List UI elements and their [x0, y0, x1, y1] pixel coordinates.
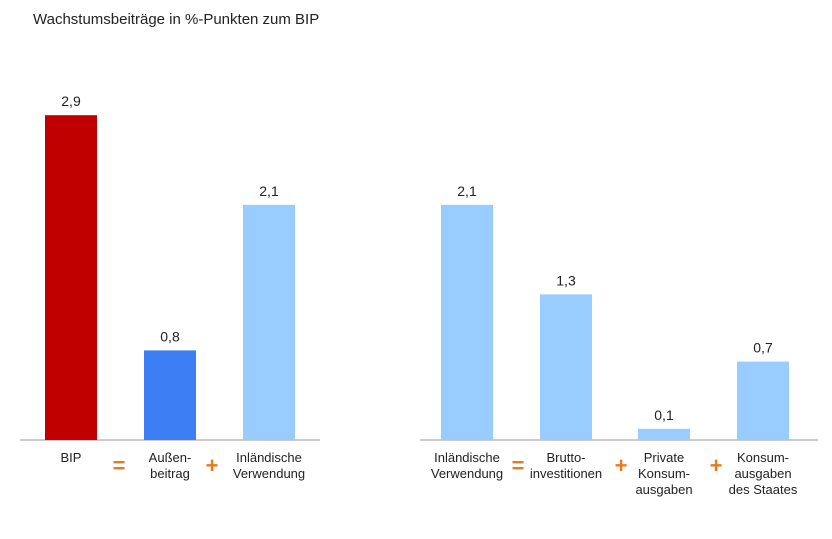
category-label-0-2: Inländische Verwendung	[233, 450, 305, 481]
chart-title: Wachstumsbeiträge in %-Punkten zum BIP	[33, 11, 320, 28]
bar-0-2	[243, 204, 295, 440]
chart-right-panel: 2,1 Inländische Verwendung 1,3 Brutto-invest…	[420, 183, 818, 497]
value-label-0-2: 2,1	[259, 183, 279, 199]
value-label-1-3: 0,7	[753, 340, 773, 356]
chart-left-panel: 2,9 BIP 0,8 Außen-beitrag 2,1 Inländische Verw…	[20, 93, 320, 481]
operator-1-2: +	[710, 453, 723, 478]
category-label-1-2: Private Konsum-ausgaben	[635, 450, 692, 497]
category-label-1-1: Brutto-investitionen	[530, 450, 602, 481]
category-label-1-0: Inländische Verwendung	[431, 450, 503, 481]
bar-1-0	[441, 204, 493, 440]
value-label-0-1: 0,8	[160, 328, 180, 344]
value-label-1-0: 2,1	[457, 183, 477, 199]
operator-1-0: =	[512, 453, 525, 478]
category-label-0-0: BIP	[61, 450, 82, 465]
operator-0-1: +	[206, 453, 219, 478]
value-label-1-2: 0,1	[654, 407, 674, 423]
operator-0-0: =	[113, 453, 126, 478]
value-label-0-0: 2,9	[61, 93, 81, 109]
bar-1-3	[737, 361, 789, 440]
bar-0-0	[45, 115, 97, 440]
bar-1-2	[638, 428, 690, 440]
category-label-1-3: Konsum-ausgaben des Staates	[729, 450, 798, 497]
operator-1-1: +	[615, 453, 628, 478]
bar-1-1	[540, 294, 592, 440]
bar-0-1	[144, 350, 196, 440]
category-label-0-1: Außen-beitrag	[149, 450, 192, 481]
value-label-1-1: 1,3	[556, 272, 576, 288]
